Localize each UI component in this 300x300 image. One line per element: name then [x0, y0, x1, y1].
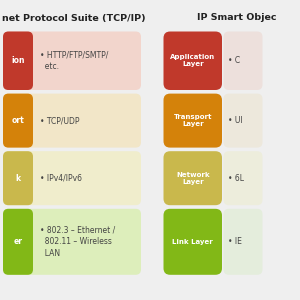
- FancyBboxPatch shape: [3, 94, 33, 148]
- Text: Transport
Layer: Transport Layer: [173, 114, 212, 127]
- FancyBboxPatch shape: [224, 32, 262, 90]
- FancyBboxPatch shape: [164, 94, 222, 148]
- Text: er: er: [14, 237, 22, 246]
- FancyBboxPatch shape: [3, 151, 141, 205]
- Text: • C: • C: [228, 56, 240, 65]
- Text: • IPv4/IPv6: • IPv4/IPv6: [40, 174, 82, 183]
- FancyBboxPatch shape: [164, 209, 222, 275]
- FancyBboxPatch shape: [3, 32, 33, 90]
- Text: ort: ort: [12, 116, 24, 125]
- Text: net Protocol Suite (TCP/IP): net Protocol Suite (TCP/IP): [2, 14, 145, 22]
- FancyBboxPatch shape: [164, 32, 222, 90]
- Text: k: k: [15, 174, 21, 183]
- FancyBboxPatch shape: [3, 94, 141, 148]
- FancyBboxPatch shape: [224, 209, 262, 275]
- FancyBboxPatch shape: [164, 151, 222, 205]
- Text: • IE: • IE: [228, 237, 242, 246]
- FancyBboxPatch shape: [3, 209, 141, 275]
- FancyBboxPatch shape: [3, 209, 33, 275]
- Text: ion: ion: [11, 56, 25, 65]
- FancyBboxPatch shape: [224, 94, 262, 148]
- Text: • HTTP/FTP/SMTP/
  etc.: • HTTP/FTP/SMTP/ etc.: [40, 50, 109, 71]
- FancyBboxPatch shape: [224, 151, 262, 205]
- Text: • UI: • UI: [228, 116, 243, 125]
- Text: Application
Layer: Application Layer: [170, 54, 215, 67]
- FancyBboxPatch shape: [3, 32, 141, 90]
- Text: IP Smart Objec: IP Smart Objec: [197, 14, 277, 22]
- Text: Network
Layer: Network Layer: [176, 172, 210, 185]
- FancyBboxPatch shape: [3, 151, 33, 205]
- Text: • 802.3 – Ethernet /
  802.11 – Wireless
  LAN: • 802.3 – Ethernet / 802.11 – Wireless L…: [40, 226, 116, 258]
- Text: • 6L: • 6L: [228, 174, 244, 183]
- Text: Link Layer: Link Layer: [172, 239, 213, 245]
- Text: • TCP/UDP: • TCP/UDP: [40, 116, 80, 125]
